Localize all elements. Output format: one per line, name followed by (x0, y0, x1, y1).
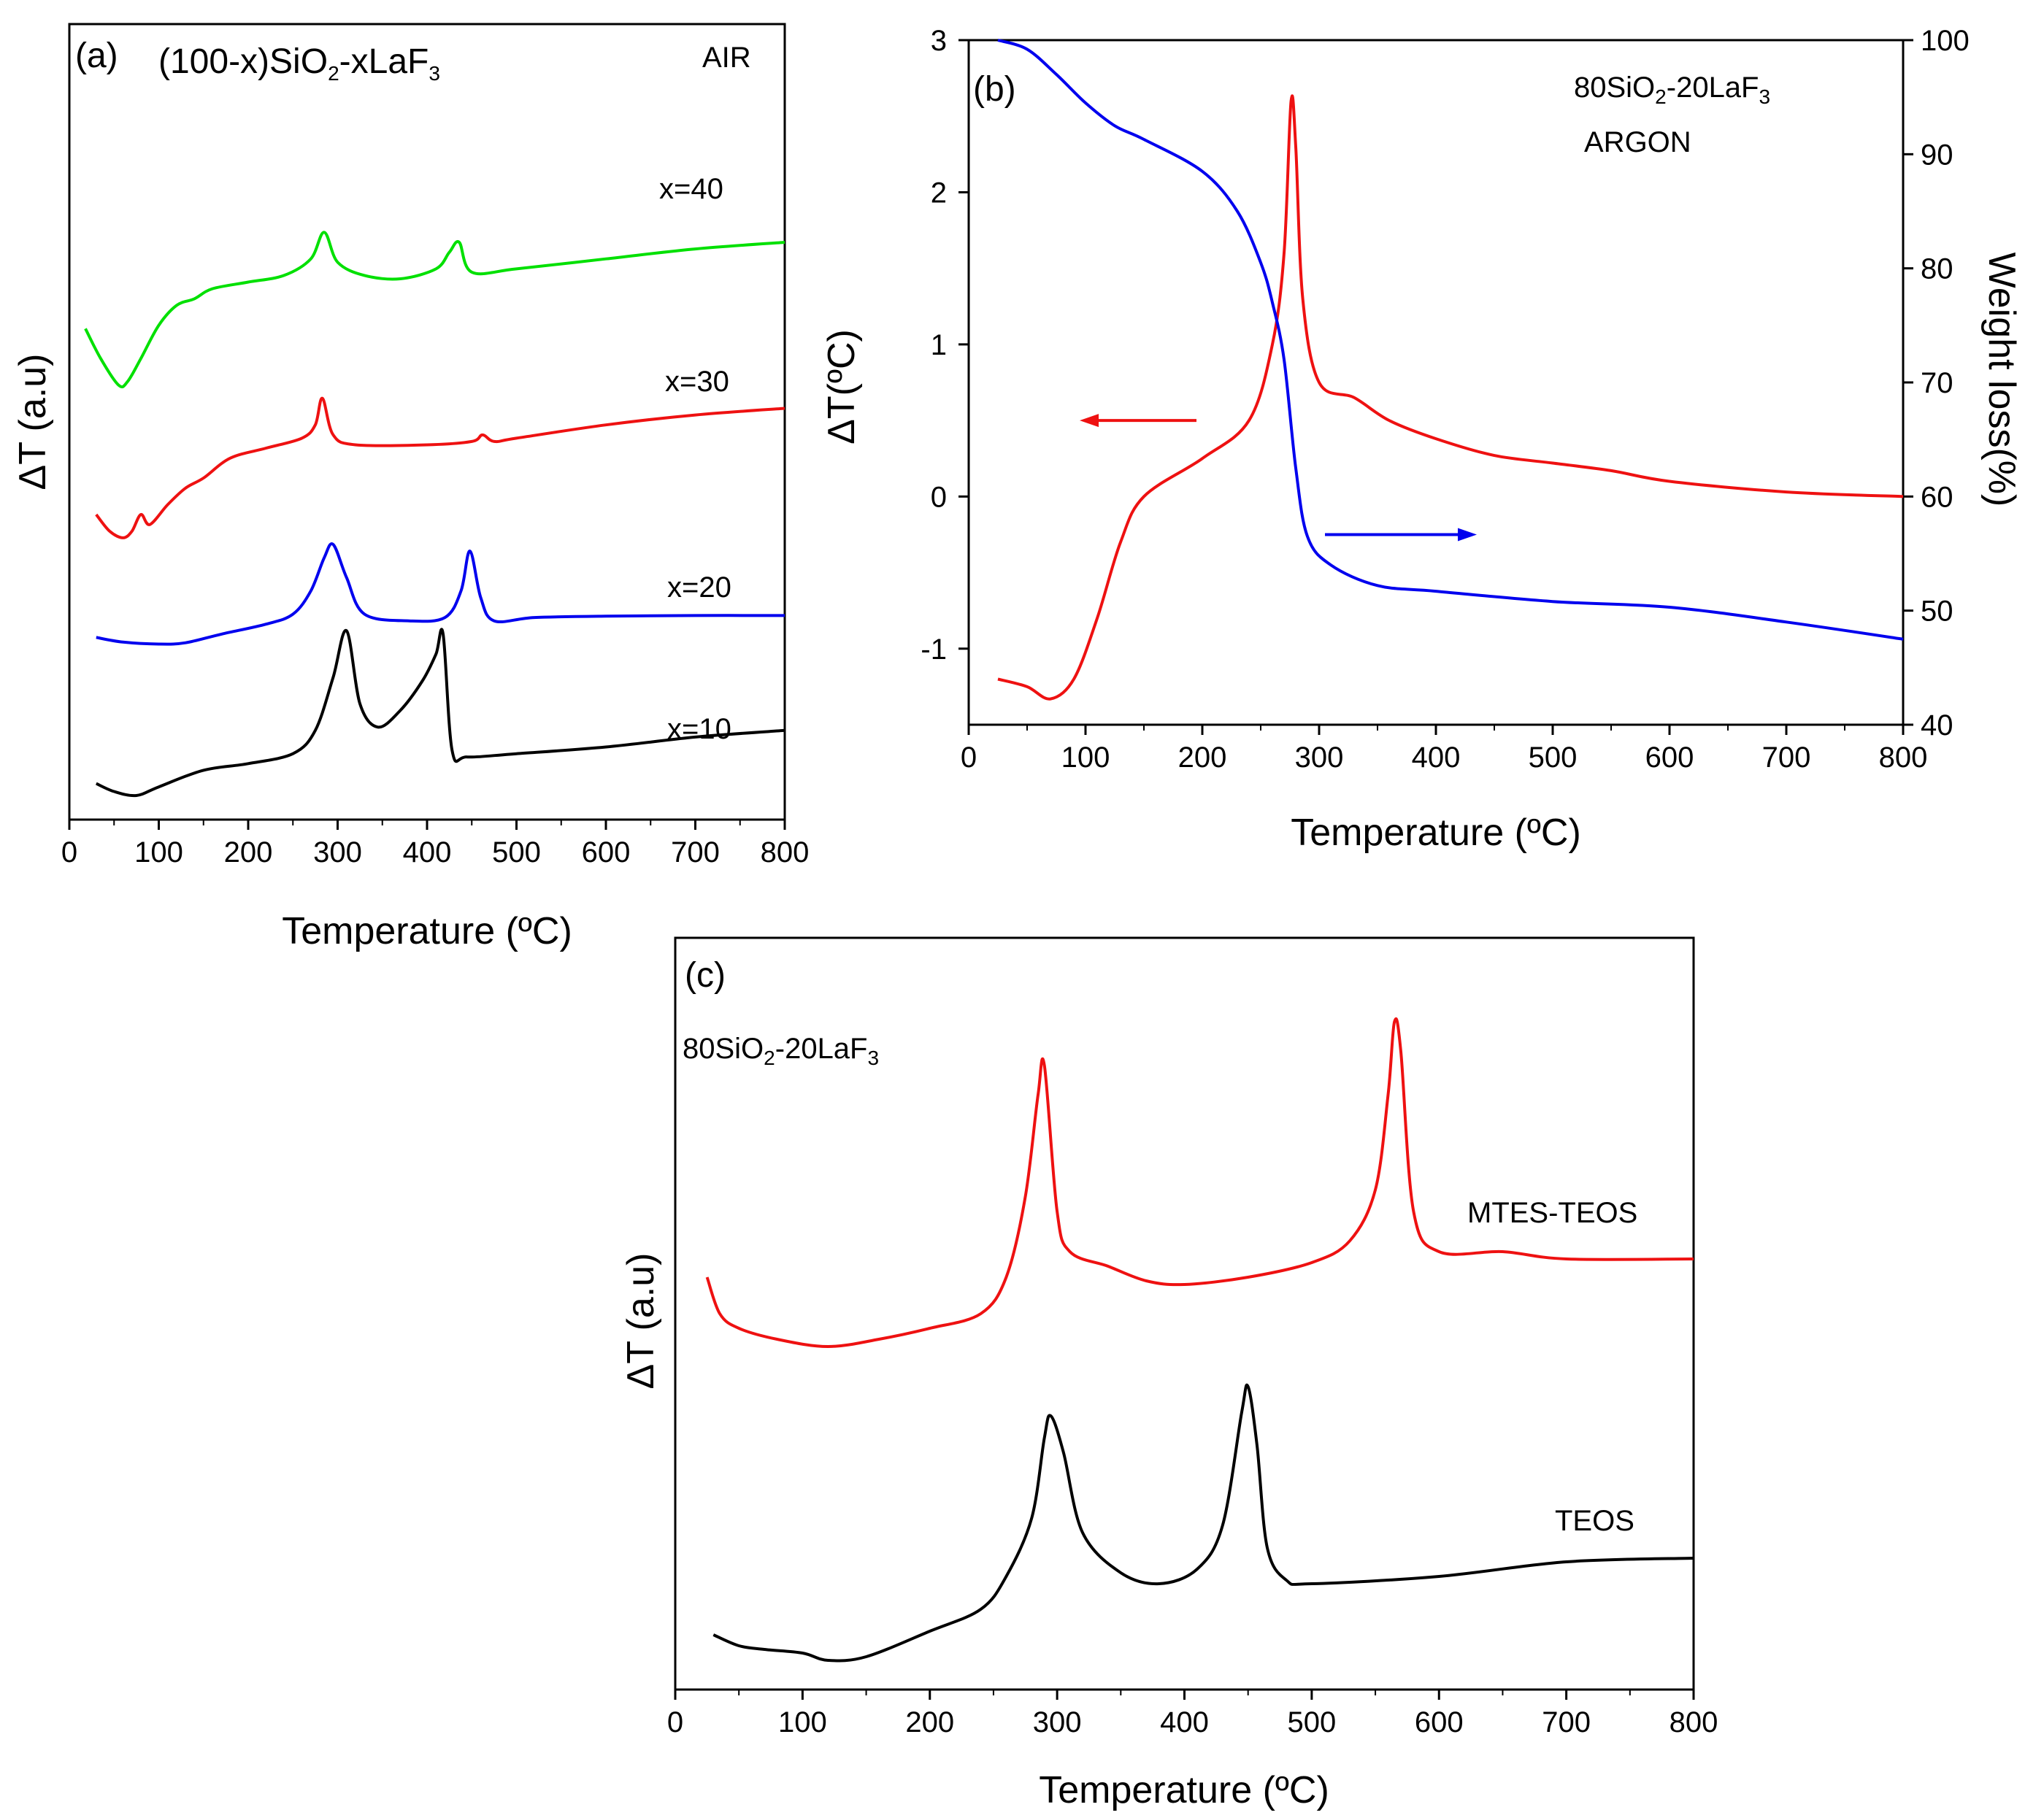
panel-a-series-x-30-line (95, 396, 785, 539)
panel-b-left-y-tick-label: 0 (931, 481, 947, 513)
panel-c-title-part-1: 80SiO (683, 1033, 764, 1065)
panel-a-label: (a) (75, 36, 118, 75)
panel-a-x-tick-label: 500 (492, 836, 541, 868)
panel-b-atmosphere: ARGON (1584, 126, 1691, 158)
panel-b-label: (b) (973, 70, 1016, 109)
panel-b-x-tick-label: 300 (1295, 742, 1344, 774)
panel-b-title-part-2: -20LaF (1667, 72, 1759, 104)
panel-c-y-axis-label: ΔT (a.u) (620, 1253, 662, 1390)
panel-b-left-y-tick-label: 3 (931, 25, 947, 57)
panel-a-x-axis-label: Temperature (ºC) (282, 910, 572, 952)
panel-a-atmosphere: AIR (702, 42, 751, 74)
panel-b-series (997, 39, 1904, 701)
panel-b-arrow-right-head (1458, 528, 1477, 542)
panel-c-x-ticks: 0 100 200 300 400 500 600 700 800 (667, 1690, 1718, 1738)
panel-a-x-tick-label: 800 (761, 836, 810, 868)
panel-a-x-tick-label: 100 (134, 836, 183, 868)
panel-a-x-tick-label: 300 (313, 836, 362, 868)
panel-a-series-label-x20: x=20 (667, 571, 731, 604)
panel-b-right-y-axis-label: Weight loss(%) (1980, 253, 2023, 507)
panel-b-left-y-tick-label: 2 (931, 177, 947, 209)
panel-a-series-x-20-line (96, 542, 785, 646)
panel-b-right-y-tick-label: 100 (1921, 25, 1970, 57)
panel-b-x-tick-label: 200 (1178, 742, 1227, 774)
panel-b-x-tick-label: 400 (1412, 742, 1461, 774)
panel-a-x-tick-label: 400 (403, 836, 452, 868)
panel-a: 0 100 200 300 400 500 600 700 800 (a) (100-x)SiO… (12, 23, 810, 952)
panel-b-x-tick-label: 800 (1879, 742, 1928, 774)
panel-c-x-tick-label: 500 (1288, 1706, 1337, 1738)
panel-b-x-axis-label: Temperature (ºC) (1291, 812, 1581, 854)
panel-a-x-tick-label: 600 (582, 836, 631, 868)
panel-a-series (84, 231, 785, 798)
panel-c-title-sub-1: 2 (764, 1047, 775, 1069)
panel-b-right-y-tick-label: 70 (1921, 367, 1953, 399)
panel-c-series-label-mtes-teos: MTES-TEOS (1467, 1197, 1637, 1229)
panel-b-series-t-line (997, 94, 1904, 701)
panel-b-right-y-ticks: 40 50 60 70 80 90 100 (1903, 25, 1970, 742)
panel-a-frame (68, 23, 786, 821)
panel-a-series-x-10-line (95, 628, 785, 798)
panel-c-series-mtes-teos-line (705, 1017, 1694, 1348)
panel-b-frame (967, 39, 1905, 726)
panel-c-x-tick-label: 300 (1033, 1706, 1082, 1738)
panel-b-left-y-ticks: -1 0 1 2 3 (921, 25, 969, 666)
panel-b-left-y-tick-label: -1 (921, 633, 947, 666)
panel-b-x-tick-label: 0 (961, 742, 977, 774)
panel-c-label: (c) (685, 956, 726, 995)
panel-b-right-y-tick-label: 90 (1921, 139, 1953, 171)
panel-a-title-sub-2: 3 (429, 62, 440, 85)
panel-a-x-tick-label: 0 (61, 836, 77, 868)
panel-b-right-y-tick-label: 50 (1921, 596, 1953, 628)
panel-a-title: (100-x)SiO2-xLaF3 (158, 42, 440, 85)
panel-b-left-y-axis-label: ΔT(ºC) (821, 329, 863, 444)
panel-b-x-tick-label: 500 (1529, 742, 1578, 774)
panel-a-title-part-1: (100-x)SiO (158, 42, 328, 81)
panel-b-arrows (1080, 414, 1477, 542)
panel-c-x-tick-label: 600 (1415, 1706, 1464, 1738)
panel-a-title-part-2: -xLaF (339, 42, 429, 81)
panel-b-x-tick-label: 700 (1762, 742, 1811, 774)
panel-a-x-tick-label: 200 (224, 836, 273, 868)
panel-b-right-y-tick-label: 60 (1921, 481, 1953, 513)
panel-c-x-tick-label: 200 (905, 1706, 954, 1738)
panel-b: 0 100 200 300 400 500 600 700 800 -1 0 1 2 3 40 50 60 7… (821, 25, 2023, 854)
panel-a-series-x-40-line (84, 231, 785, 389)
panel-a-title-sub-1: 2 (328, 62, 339, 85)
panel-a-series-label-x30: x=30 (665, 366, 729, 398)
panel-b-title: 80SiO2-20LaF3 (1574, 72, 1770, 108)
panel-c-series-teos-line (712, 1383, 1694, 1663)
panel-b-right-y-tick-label: 80 (1921, 253, 1953, 285)
panel-a-x-tick-label: 700 (671, 836, 720, 868)
panel-c-x-tick-label: 400 (1160, 1706, 1209, 1738)
panel-c-x-tick-label: 700 (1542, 1706, 1591, 1738)
panel-a-x-ticks: 0 100 200 300 400 500 600 700 800 (61, 820, 810, 868)
panel-c-title-sub-2: 3 (868, 1047, 880, 1069)
panel-c-x-tick-label: 100 (778, 1706, 827, 1738)
panel-b-arrow-left-head (1080, 414, 1099, 428)
panel-b-title-sub-1: 2 (1655, 85, 1667, 108)
panel-b-x-ticks: 0 100 200 300 400 500 600 700 800 (961, 725, 1928, 774)
panel-b-right-y-tick-label: 40 (1921, 709, 1953, 742)
panel-b-title-sub-2: 3 (1759, 85, 1771, 108)
panel-b-left-y-tick-label: 1 (931, 329, 947, 361)
panel-a-y-axis-label: ΔT (a.u) (12, 354, 54, 490)
panel-c-series (705, 1017, 1694, 1663)
panel-c-x-axis-label: Temperature (ºC) (1039, 1769, 1329, 1811)
panel-b-x-tick-label: 600 (1645, 742, 1694, 774)
panel-c-x-tick-label: 0 (667, 1706, 683, 1738)
panel-c-x-tick-label: 800 (1670, 1706, 1718, 1738)
panel-b-x-tick-label: 100 (1061, 742, 1110, 774)
panel-c: 0 100 200 300 400 500 600 700 800 (c) 80SiO2-20L… (620, 936, 1718, 1811)
panel-a-series-label-x10: x=10 (667, 713, 731, 745)
panel-c-title: 80SiO2-20LaF3 (683, 1033, 879, 1069)
panel-c-series-label-teos: TEOS (1555, 1505, 1634, 1537)
panel-b-series-weight-loss-line (997, 39, 1904, 641)
panel-a-series-label-x40: x=40 (659, 173, 723, 205)
panel-c-title-part-2: -20LaF (775, 1033, 868, 1065)
panel-b-title-part-1: 80SiO (1574, 72, 1655, 104)
